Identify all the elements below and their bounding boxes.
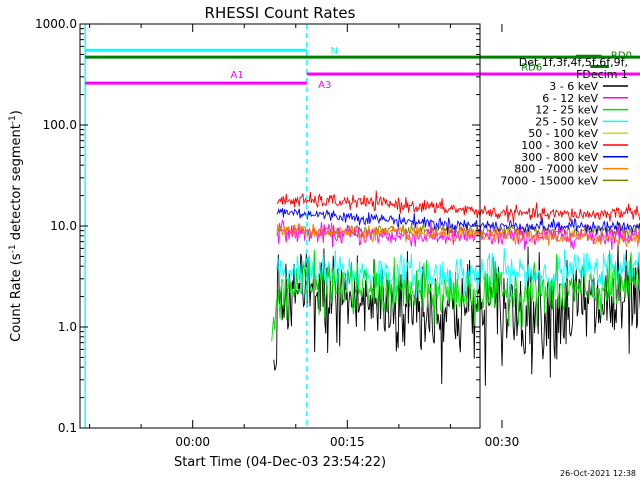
x-axis-label: Start Time (04-Dec-03 23:54:22): [174, 455, 386, 470]
legend: Det 1f,3f,4f,5f,6f,9f, FDecim 1 3 - 6 ke…: [500, 56, 628, 187]
legend-label-12-25-kev: 12 - 25 keV: [535, 104, 598, 117]
y-axis-label-sup1: -1: [8, 244, 18, 253]
timestamp: 26-Oct-2021 12:38: [560, 469, 636, 478]
series-6-12-kev-line: [276, 219, 640, 251]
legend-label-300-800-kev: 300 - 800 keV: [521, 151, 598, 164]
series-7000-15000-kev-line: [276, 222, 640, 242]
x-tick-label-0030: 00:30: [485, 435, 520, 449]
legend-label-3-6-kev: 3 - 6 keV: [549, 80, 598, 93]
legend-header-1: Det 1f,3f,4f,5f,6f,9f,: [519, 56, 628, 69]
flag-layer: NSRD0RD6A1A3: [85, 46, 640, 91]
axis-layer: 00:0000:1500:3000:4501:0001:1501:300.11.…: [35, 17, 640, 449]
y-tick-label-5: 1000.0: [35, 17, 77, 31]
legend-label-800-7000-kev: 800 - 7000 keV: [514, 163, 598, 176]
flag-label-a1: A1: [231, 70, 244, 81]
y-axis-label-main: Count Rate (s: [9, 253, 24, 342]
y-axis-label: Count Rate (s-1 detector segment-1): [8, 110, 24, 342]
flag-label-n: N: [331, 46, 338, 57]
y-tick-label-4: 100.0: [43, 118, 77, 132]
series-800-7000-kev-line: [276, 223, 640, 248]
series-100-300-kev-line: [276, 190, 640, 224]
y-axis-label-end: ): [9, 110, 24, 115]
series-12-25-kev-line: [271, 249, 640, 342]
flag-label-rd0: RD0: [611, 50, 632, 61]
data-layer: [271, 190, 640, 386]
x-tick-label-0015: 00:15: [330, 435, 365, 449]
flag-label-rd6: RD6: [521, 62, 542, 73]
chart-title: RHESSI Count Rates: [205, 4, 356, 22]
legend-header-2: FDecim 1: [576, 68, 628, 81]
legend-label-25-50-kev: 25 - 50 keV: [535, 115, 598, 128]
y-axis-label-sup2: -1: [8, 115, 18, 124]
legend-label-7000-15000-kev: 7000 - 15000 keV: [500, 174, 598, 187]
legend-label-50-100-kev: 50 - 100 keV: [528, 127, 598, 140]
series-300-800-kev-line: [276, 207, 640, 235]
y-tick-label-3: 10.0: [50, 219, 77, 233]
y-axis-label-mid: detector segment: [9, 124, 24, 244]
flag-label-a3: A3: [318, 80, 331, 91]
y-tick-label-1: 0.1: [58, 421, 77, 435]
x-tick-label-0000: 00:00: [175, 435, 210, 449]
series-25-50-kev-line: [276, 247, 640, 305]
legend-label-6-12-kev: 6 - 12 keV: [542, 92, 598, 105]
y-tick-label-2: 1.0: [58, 320, 77, 334]
legend-label-100-300-kev: 100 - 300 keV: [521, 139, 598, 152]
